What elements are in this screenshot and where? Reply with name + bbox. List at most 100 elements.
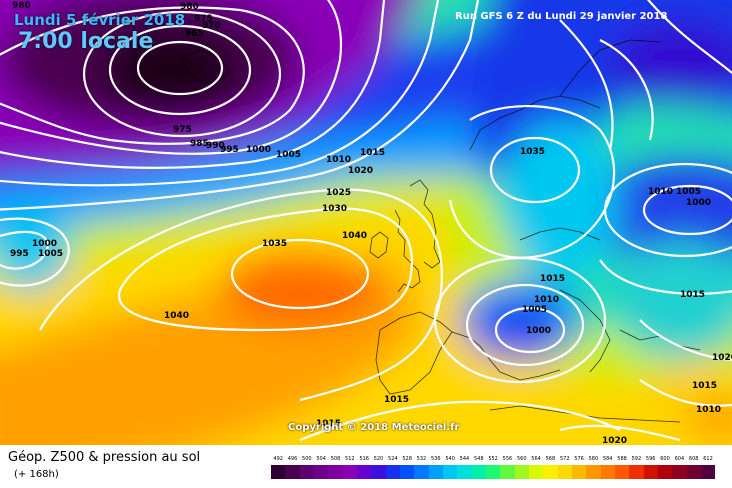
legend-tick-label: 608 — [688, 456, 699, 462]
forecast-date: Lundi 5 février 2018 — [14, 11, 186, 29]
svg-text:990: 990 — [206, 141, 225, 151]
legend-tick-label: 520 — [373, 456, 384, 462]
isobar-label: 1020 — [712, 353, 732, 363]
legend-tick-label: 524 — [388, 456, 398, 462]
map-canvas: 980 980 975 970 965 975 985 990 995 1000… — [0, 0, 732, 445]
svg-text:1005: 1005 — [276, 150, 301, 160]
legend-swatch — [657, 465, 673, 479]
svg-text:1015: 1015 — [692, 381, 717, 391]
color-scale-legend: 492 496 500 504 508 512 516 520 524 528 532 536 540 5… — [271, 456, 716, 479]
legend-swatch — [399, 465, 415, 479]
legend-tick-label: 492 — [273, 456, 283, 462]
legend-swatch — [271, 465, 286, 479]
legend-tick-label: 572 — [559, 456, 570, 462]
svg-text:1000: 1000 — [32, 239, 57, 249]
svg-text:1020: 1020 — [348, 166, 373, 176]
svg-text:1010: 1010 — [534, 295, 559, 305]
isobar-label: 1000 — [246, 145, 271, 155]
isobar-label: 995 — [10, 249, 29, 259]
svg-text:1040: 1040 — [164, 311, 189, 321]
legend-tick-label: 596 — [645, 456, 656, 462]
legend-swatch — [414, 465, 429, 479]
isobar-label: 1010 — [696, 405, 721, 415]
svg-text:1015: 1015 — [384, 395, 409, 405]
isobar-label: 1005 — [676, 187, 701, 197]
legend-swatch — [328, 465, 343, 479]
legend-tick-label: 528 — [402, 456, 412, 462]
isobar-label: 1000 — [686, 198, 711, 208]
svg-text:1000: 1000 — [526, 326, 551, 336]
svg-text:1015: 1015 — [680, 290, 705, 300]
legend-tick-label: 512 — [345, 456, 355, 462]
isobar-label: 1020 — [602, 436, 627, 445]
isobar-label: 1005 — [522, 305, 547, 315]
isobar-label: 1015 — [316, 419, 341, 429]
isobar-label: 1040 — [342, 231, 367, 241]
legend-tick-label: 612 — [703, 456, 713, 462]
legend-swatch — [342, 465, 357, 479]
legend-swatch — [543, 465, 558, 479]
legend-swatch — [514, 465, 529, 479]
legend-tick-label: 540 — [445, 456, 455, 462]
legend-swatch — [299, 465, 314, 479]
svg-text:995: 995 — [220, 145, 239, 155]
weather-map: 980 980 975 970 965 975 985 990 995 1000… — [0, 0, 732, 445]
svg-text:995: 995 — [10, 249, 29, 259]
isobar-label: 990 — [206, 141, 225, 151]
legend-swatch — [672, 465, 687, 479]
svg-text:1010: 1010 — [326, 155, 351, 165]
svg-text:1010: 1010 — [648, 187, 673, 197]
isobar-label: 995 — [220, 145, 239, 155]
legend-ticks: 492 496 500 504 508 512 516 520 524 528 532 536 540 5… — [271, 456, 715, 462]
svg-text:970: 970 — [202, 21, 221, 31]
legend-tick-label: 496 — [287, 456, 298, 462]
legend-tick-label: 508 — [330, 456, 341, 462]
legend-swatch — [586, 465, 601, 479]
isobar-label: 980 — [12, 1, 31, 11]
copyright-notice: Copyright © 2018 Meteociel.fr — [288, 422, 460, 433]
svg-text:1040: 1040 — [342, 231, 367, 241]
svg-text:1010: 1010 — [696, 405, 721, 415]
svg-text:1005: 1005 — [38, 249, 63, 259]
legend-tick-label: 536 — [431, 456, 441, 462]
isobar-label: 1030 — [322, 204, 347, 214]
svg-text:1015: 1015 — [316, 419, 341, 429]
isobar-label: 1035 — [520, 147, 545, 157]
legend-tick-label: 604 — [674, 456, 685, 462]
svg-text:1015: 1015 — [540, 274, 565, 284]
forecast-hour: (+ 168h) — [14, 469, 59, 480]
svg-text:975: 975 — [173, 125, 192, 135]
legend-swatch — [629, 465, 644, 479]
legend-swatch — [643, 465, 658, 479]
isobar-labels: 980 980 975 970 965 975 985 990 995 1000… — [10, 1, 732, 445]
isobar-label: 980 — [180, 2, 199, 12]
isobar-label: 965 — [185, 29, 204, 39]
svg-text:980: 980 — [12, 1, 31, 11]
legend-tick-label: 600 — [660, 456, 670, 462]
svg-text:980: 980 — [180, 2, 199, 12]
legend-swatch — [614, 465, 630, 479]
legend-tick-label: 580 — [588, 456, 599, 462]
legend-tick-label: 544 — [459, 456, 470, 462]
legend-swatch — [528, 465, 544, 479]
map-title: Géop. Z500 & pression au sol — [8, 450, 201, 465]
svg-text:1015: 1015 — [360, 148, 385, 158]
isobar-label: 1040 — [164, 311, 189, 321]
isobar-label: 975 — [194, 14, 213, 24]
svg-text:965: 965 — [185, 29, 204, 39]
isobar-label: 1015 — [692, 381, 717, 391]
legend-swatch — [356, 465, 372, 479]
svg-text:1000: 1000 — [246, 145, 271, 155]
legend-tick-label: 548 — [473, 456, 484, 462]
isobar-label: 1035 — [262, 239, 287, 249]
model-run-label: Run GFS 6 Z du Lundi 29 janvier 2018 — [455, 11, 668, 22]
isobar-label: 975 — [173, 125, 192, 135]
legend-tick-label: 500 — [302, 456, 312, 462]
legend-tick-label: 584 — [602, 456, 613, 462]
legend-swatch — [500, 465, 515, 479]
isobar-lines — [0, 0, 732, 440]
legend-tick-label: 516 — [359, 456, 369, 462]
isobar-label: 1005 — [276, 150, 301, 160]
legend-tick-label: 576 — [574, 456, 584, 462]
